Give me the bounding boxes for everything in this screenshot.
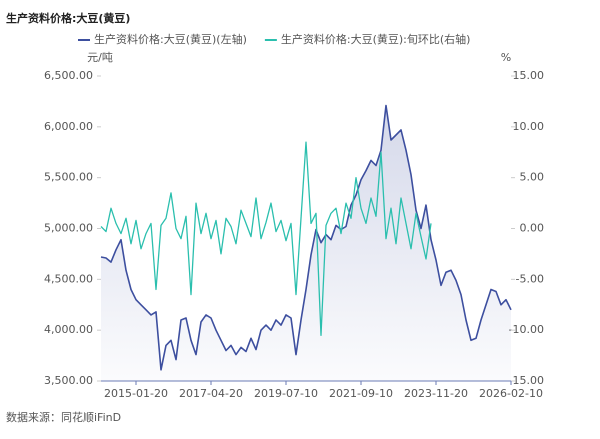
- y-tick-label: 6,500.00: [44, 69, 93, 82]
- x-tick-label: 2015-01-20: [104, 387, 168, 400]
- y-tick-label: 5,500.00: [44, 171, 93, 184]
- series-line: [100, 104, 512, 371]
- y2-tick-label: 10.00: [513, 120, 545, 133]
- legend-label: 生产资料价格:大豆(黄豆)(左轴): [94, 32, 247, 46]
- chart-title: 生产资料价格:大豆(黄豆): [6, 11, 130, 25]
- y2-tick-label: 5.00: [520, 171, 545, 184]
- y-tick-label: 6,000.00: [44, 120, 93, 133]
- x-tick-label: 2026-02-10: [479, 387, 543, 400]
- y2-tick-label: -5.00: [516, 272, 544, 285]
- y-tick-label: 4,500.00: [44, 272, 93, 285]
- y2-tick-label: -10.00: [509, 323, 544, 336]
- series-line: [100, 141, 432, 336]
- x-tick-label: 2017-04-20: [179, 387, 243, 400]
- x-tick-label: 2021-09-10: [329, 387, 393, 400]
- y2-tick-label: 15.00: [513, 69, 545, 82]
- y-axis-unit: 元/吨: [87, 51, 113, 64]
- y-tick-label: 4,000.00: [44, 323, 93, 336]
- x-tick-label: 2023-11-20: [404, 387, 468, 400]
- y2-tick-label: -15.00: [509, 374, 544, 387]
- series-area: [101, 105, 511, 381]
- source-note: 数据来源：同花顺iFinD: [6, 410, 121, 424]
- y-tick-label: 5,000.00: [44, 222, 93, 235]
- x-tick-label: 2019-07-10: [254, 387, 318, 400]
- y2-axis-unit: %: [501, 51, 511, 64]
- legend-label: 生产资料价格:大豆(黄豆):旬环比(右轴): [281, 32, 471, 46]
- y2-tick-label: 0.00: [520, 222, 545, 235]
- y-tick-label: 3,500.00: [44, 374, 93, 387]
